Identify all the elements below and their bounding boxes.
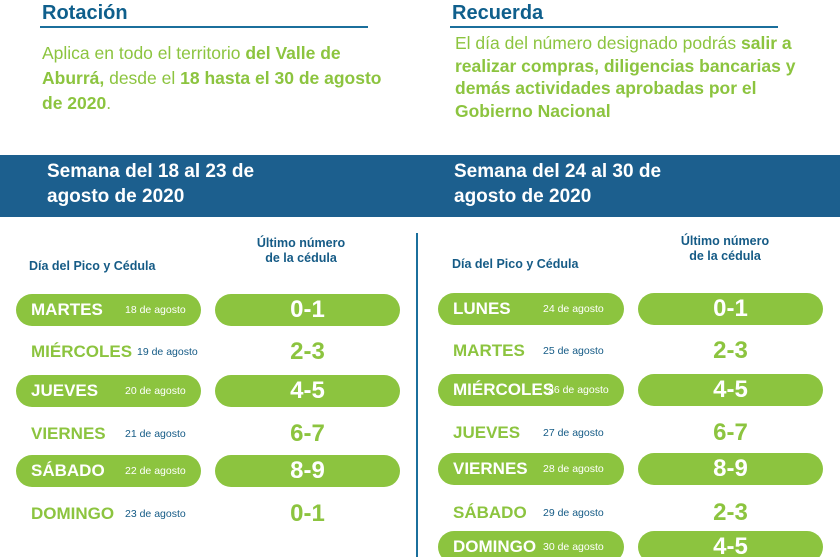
day-pill: JUEVES 27 de agosto [438,417,624,449]
day-pill: VIERNES 21 de agosto [16,418,201,450]
cedula-number: 4-5 [215,375,400,407]
day-date: 25 de agosto [543,345,604,357]
day-name: JUEVES [31,381,99,400]
day-date: 26 de agosto [548,384,609,396]
day-name: DOMINGO [31,504,115,523]
day-date: 18 de agosto [125,304,186,316]
day-name: MARTES [453,341,525,360]
week-title-right: Semana del 24 al 30 de agosto de 2020 [454,161,662,207]
day-date: 23 de agosto [125,508,186,520]
day-pill: DOMINGO 30 de agosto [438,531,624,557]
schedule-row: SÁBADO 29 de agosto 2-3 [0,497,840,529]
recuerda-text: El día del número designado podrás salir… [455,32,815,122]
day-name: SÁBADO [31,461,105,480]
col-header-day-right: Día del Pico y Cédula [452,257,579,271]
col-header-day-left: Día del Pico y Cédula [29,259,156,273]
day-name: DOMINGO [453,537,537,556]
intro-segment: salir a realizar compras, diligencias ba… [455,33,796,121]
week-title-left: Semana del 18 al 23 de agosto de 2020 [47,161,255,207]
cedula-number: 4-5 [638,374,823,406]
day-date: 22 de agosto [125,465,186,477]
day-name: LUNES [453,299,511,318]
week-band: Semana del 18 al 23 de agosto de 2020 Se… [0,155,840,217]
day-pill: SÁBADO 29 de agosto [438,497,624,529]
day-date: 29 de agosto [543,507,604,519]
column-divider [416,233,418,557]
cedula-number: 0-1 [290,500,325,527]
day-pill: DOMINGO 23 de agosto [16,498,201,530]
schedule-row: VIERNES 21 de agosto 6-7 [0,418,840,450]
day-name: VIERNES [31,424,106,443]
rotacion-underline [40,26,368,28]
intro-segment: El día del número designado podrás [455,33,742,53]
day-date: 30 de agosto [543,541,604,553]
rotacion-text: Aplica en todo el territorio del Valle d… [42,41,387,116]
day-pill: VIERNES 28 de agosto [438,453,624,485]
day-name: VIERNES [453,459,528,478]
intro-segment: del Valle de Aburrá, [42,43,341,88]
cedula-number: 6-7 [713,419,748,446]
day-date: 19 de agosto [137,346,198,358]
cedula-number: 0-1 [215,294,400,326]
day-pill: MARTES 25 de agosto [438,335,624,367]
cedula-number: 2-3 [290,338,325,365]
schedule-row: SÁBADO 22 de agosto 8-9 [0,455,840,487]
intro-segment: . [106,93,112,113]
intro-segment: Aplica en todo el territorio [42,43,246,63]
rotacion-heading: Rotación [42,2,128,24]
day-name: MIÉRCOLES [453,380,555,399]
recuerda-heading: Recuerda [452,2,544,24]
day-pill: MIÉRCOLES 26 de agosto [438,374,624,406]
schedule-row: VIERNES 28 de agosto 8-9 [0,453,840,485]
cedula-number: 0-1 [638,293,823,325]
day-name: MIÉRCOLES [31,342,133,361]
day-date: 28 de agosto [543,463,604,475]
day-name: SÁBADO [453,503,527,522]
schedule-row: DOMINGO 23 de agosto 0-1 [0,498,840,530]
day-pill: MIÉRCOLES 19 de agosto [16,336,201,368]
schedule-row: MIÉRCOLES 19 de agosto 2-3 [0,336,840,368]
cedula-number: 8-9 [215,455,400,487]
cedula-number: 6-7 [290,420,325,447]
day-name: MARTES [31,300,103,319]
day-pill: LUNES 24 de agosto [438,293,624,325]
day-date: 27 de agosto [543,427,604,439]
col-header-num-right: Último número de la cédula [680,234,770,263]
recuerda-underline [450,26,778,28]
intro-segment: 18 hasta el 30 de agosto de 2020 [42,68,382,113]
day-name: JUEVES [453,423,521,442]
cedula-number: 2-3 [713,499,748,526]
cedula-number: 4-5 [638,531,823,557]
schedule-row: JUEVES 20 de agosto 4-5 [0,375,840,407]
schedule-row: DOMINGO 30 de agosto 4-5 [0,531,840,557]
schedule-row: JUEVES 27 de agosto 6-7 [0,417,840,449]
schedule-row: MARTES 18 de agosto 0-1 [0,294,840,326]
day-date: 24 de agosto [543,303,604,315]
day-pill: SÁBADO 22 de agosto [16,455,201,487]
intro-segment: desde el [104,68,181,88]
schedule-row: LUNES 24 de agosto 0-1 [0,293,840,325]
day-date: 21 de agosto [125,428,186,440]
schedule-row: MARTES 25 de agosto 2-3 [0,335,840,367]
schedule-row: MIÉRCOLES 26 de agosto 4-5 [0,374,840,406]
cedula-number: 8-9 [638,453,823,485]
day-date: 20 de agosto [125,385,186,397]
col-header-num-left: Último número de la cédula [256,236,346,265]
cedula-number: 2-3 [713,337,748,364]
day-pill: MARTES 18 de agosto [16,294,201,326]
day-pill: JUEVES 20 de agosto [16,375,201,407]
